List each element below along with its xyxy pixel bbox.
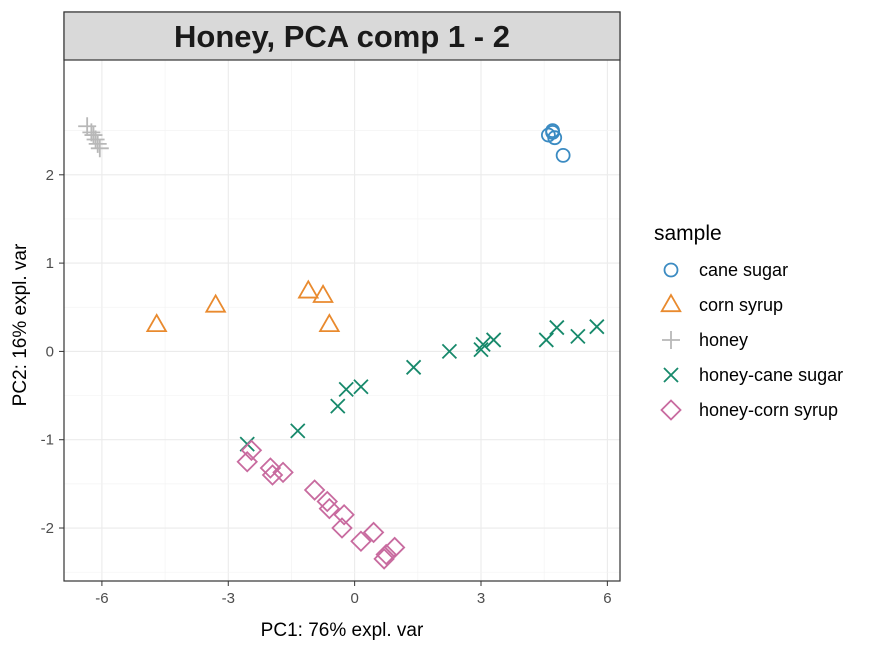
y-tick-label: 2 — [46, 167, 54, 184]
legend-key-circle — [663, 262, 679, 278]
series-cane-sugar — [540, 123, 571, 163]
data-points — [78, 117, 605, 570]
legend-title: sample — [654, 222, 722, 245]
data-point — [240, 439, 263, 462]
legend-key-plus — [662, 331, 680, 349]
data-point — [312, 283, 334, 303]
plot-background — [64, 12, 620, 581]
legend-label: honey — [699, 330, 748, 350]
legend-item: honey — [662, 330, 748, 350]
data-point — [549, 319, 565, 336]
data-point — [259, 457, 282, 479]
series-honey-corn-syrup — [236, 439, 406, 570]
data-point — [547, 130, 563, 146]
data-point — [555, 147, 571, 163]
y-tick-label: 1 — [46, 255, 54, 272]
data-point — [362, 521, 385, 544]
data-point — [236, 451, 259, 473]
legend-item: cane sugar — [663, 260, 788, 280]
data-point — [88, 134, 107, 153]
series-corn-syrup — [145, 279, 341, 333]
data-point — [350, 530, 372, 553]
series-honey — [78, 117, 109, 158]
x-axis-title: PC1: 76% expl. var — [261, 620, 424, 641]
data-point — [545, 123, 561, 139]
data-point — [589, 319, 605, 335]
legend-label: cane sugar — [699, 260, 788, 280]
data-point — [331, 517, 353, 539]
x-tick-label: 6 — [603, 590, 611, 607]
data-point — [485, 332, 502, 348]
x-tick-label: 3 — [477, 590, 485, 607]
x-tick-label: 0 — [350, 590, 358, 607]
legend-label: honey-cane sugar — [699, 365, 843, 385]
data-point — [338, 381, 354, 398]
data-point — [82, 123, 101, 142]
legend-key-triangle — [660, 293, 682, 313]
data-point — [297, 279, 320, 299]
data-point — [353, 379, 369, 395]
data-point — [383, 536, 406, 559]
data-point — [145, 313, 168, 333]
data-point — [333, 503, 355, 526]
data-point — [316, 490, 339, 513]
legend-item: honey-cane sugar — [663, 365, 843, 385]
data-point — [570, 328, 586, 345]
x-tick-label: -6 — [95, 590, 108, 607]
data-point — [204, 293, 227, 313]
data-point — [473, 342, 489, 358]
data-point — [441, 343, 458, 360]
x-tick-label: -3 — [222, 590, 235, 607]
data-point — [86, 130, 105, 149]
data-point — [290, 423, 306, 439]
y-axis-ticks: -2 -1 0 1 2 — [41, 167, 64, 537]
data-point — [318, 497, 341, 520]
y-axis-title: PC2: 16% expl. var — [10, 243, 31, 406]
data-point — [90, 139, 109, 158]
legend: sample cane sugar corn syrup honey honey-ca… — [654, 222, 843, 421]
data-point — [375, 543, 398, 566]
legend-key-diamond — [660, 399, 682, 421]
legend-label: corn syrup — [699, 295, 783, 315]
legend-item: honey-corn syrup — [660, 399, 838, 421]
legend-label: honey-corn syrup — [699, 400, 838, 420]
y-tick-label: -1 — [41, 432, 54, 449]
x-axis-ticks: -6 -3 0 3 6 — [95, 581, 612, 607]
data-point — [272, 461, 294, 484]
data-point — [261, 464, 284, 486]
y-tick-label: -2 — [41, 520, 54, 537]
data-point — [318, 313, 341, 333]
chart-title: Honey, PCA comp 1 - 2 — [174, 19, 510, 54]
data-point — [84, 126, 103, 145]
legend-key-cross — [663, 367, 679, 383]
data-point — [538, 332, 554, 348]
data-point — [373, 548, 395, 570]
legend-item: corn syrup — [660, 293, 783, 315]
grid — [64, 60, 620, 581]
data-point — [303, 479, 326, 501]
y-tick-label: 0 — [46, 343, 54, 360]
data-point — [475, 336, 491, 352]
legend-items: cane sugar corn syrup honey honey-cane suga… — [660, 260, 843, 421]
data-point — [405, 359, 422, 375]
title-strip — [63, 11, 621, 61]
data-point — [330, 398, 346, 414]
